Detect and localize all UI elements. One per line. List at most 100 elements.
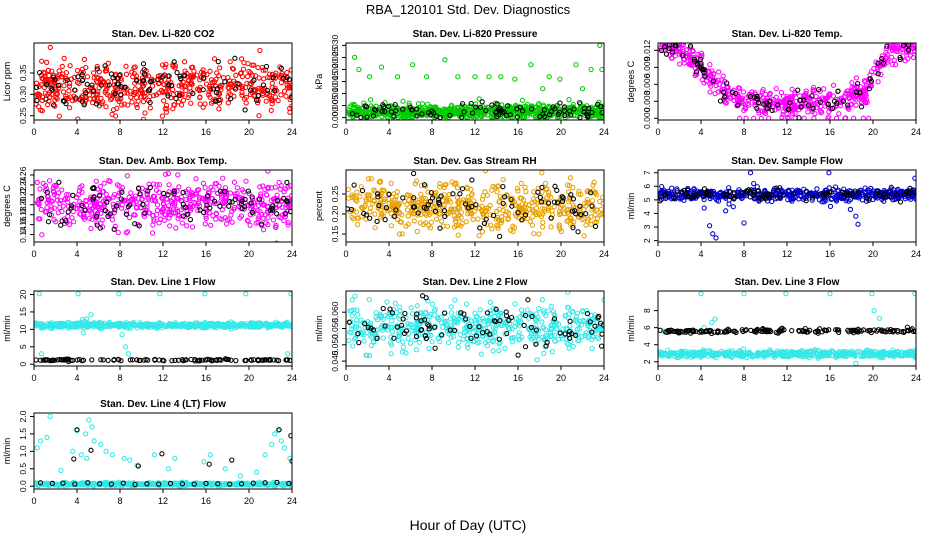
data-point xyxy=(507,112,513,118)
data-point xyxy=(214,70,220,76)
data-point xyxy=(89,216,95,222)
data-point xyxy=(687,61,693,67)
data-point xyxy=(169,200,176,207)
data-point xyxy=(217,216,223,222)
data-point xyxy=(406,192,412,198)
data-point xyxy=(777,195,783,202)
x-tick-label: 24 xyxy=(599,249,609,259)
data-point xyxy=(727,189,734,195)
data-point xyxy=(159,195,165,201)
x-tick-label: 24 xyxy=(911,249,921,259)
data-point xyxy=(154,202,161,208)
data-point xyxy=(764,100,770,106)
data-point xyxy=(40,323,46,330)
data-point xyxy=(66,88,72,94)
data-point xyxy=(250,207,256,213)
data-point xyxy=(850,193,856,199)
data-point xyxy=(47,358,53,364)
data-point xyxy=(268,107,274,114)
data-point xyxy=(400,106,406,112)
data-point xyxy=(754,105,760,111)
data-point xyxy=(509,203,515,209)
data-point xyxy=(701,80,707,86)
data-point xyxy=(396,200,403,206)
data-point xyxy=(259,197,265,203)
data-point xyxy=(107,211,114,217)
y-tick-label: 0.000 xyxy=(330,107,340,129)
x-tick-label: 4 xyxy=(74,127,79,137)
data-point xyxy=(449,179,455,185)
data-point xyxy=(116,190,122,196)
data-point xyxy=(567,175,574,181)
data-point xyxy=(902,58,908,64)
data-point xyxy=(588,214,594,220)
data-point xyxy=(106,82,112,88)
data-point xyxy=(364,114,370,120)
data-point xyxy=(875,71,881,77)
data-point xyxy=(661,187,667,193)
data-point xyxy=(276,179,282,186)
data-point xyxy=(63,356,70,362)
data-point xyxy=(110,75,116,81)
data-point xyxy=(187,72,194,79)
data-point xyxy=(189,224,196,230)
data-point xyxy=(429,301,436,307)
data-point xyxy=(256,113,262,119)
data-point xyxy=(79,71,85,78)
data-point xyxy=(386,103,392,110)
data-point xyxy=(44,189,50,196)
data-point xyxy=(216,65,223,71)
data-point xyxy=(570,308,576,315)
data-point xyxy=(53,320,59,327)
data-point xyxy=(141,357,147,363)
data-point xyxy=(428,219,435,225)
data-point xyxy=(483,107,489,114)
data-point xyxy=(357,193,363,200)
data-point xyxy=(809,93,815,99)
data-point xyxy=(787,194,794,200)
data-point xyxy=(473,202,479,208)
data-point xyxy=(40,357,46,363)
points-layer xyxy=(346,170,604,242)
data-point xyxy=(180,97,187,103)
data-point xyxy=(171,102,178,108)
data-point xyxy=(769,192,775,198)
data-point xyxy=(225,100,231,106)
y-tick-label: 0.009 xyxy=(642,56,652,78)
data-point xyxy=(282,214,289,220)
data-point xyxy=(133,204,140,210)
data-point xyxy=(69,215,75,221)
data-point xyxy=(479,113,485,119)
data-point xyxy=(469,203,475,210)
data-point xyxy=(523,188,529,195)
data-point xyxy=(201,75,207,81)
data-point xyxy=(202,291,208,297)
data-point xyxy=(149,324,155,330)
data-point xyxy=(684,187,691,193)
data-point xyxy=(216,106,222,112)
data-point xyxy=(222,79,228,85)
data-point xyxy=(829,105,836,112)
data-point xyxy=(187,85,193,91)
data-point xyxy=(735,85,742,91)
data-point xyxy=(484,192,491,199)
data-point xyxy=(202,185,208,191)
data-point xyxy=(707,81,713,87)
data-point xyxy=(135,322,142,328)
data-point xyxy=(374,191,381,197)
data-point xyxy=(913,196,916,202)
data-point xyxy=(97,225,103,231)
data-point xyxy=(783,106,789,112)
data-point xyxy=(544,186,550,193)
data-point xyxy=(274,192,280,198)
data-point xyxy=(83,64,89,71)
panel-4: Stan. Dev. Amb. Box Temp.degrees C0 4 8 12 1… xyxy=(2,156,297,259)
x-tick-label: 4 xyxy=(386,249,391,259)
data-point xyxy=(456,200,462,206)
data-point xyxy=(436,204,442,211)
data-point xyxy=(538,199,545,205)
data-point xyxy=(530,213,536,220)
data-point xyxy=(50,102,57,108)
x-tick-label: 0 xyxy=(31,373,36,383)
data-point xyxy=(678,43,684,47)
